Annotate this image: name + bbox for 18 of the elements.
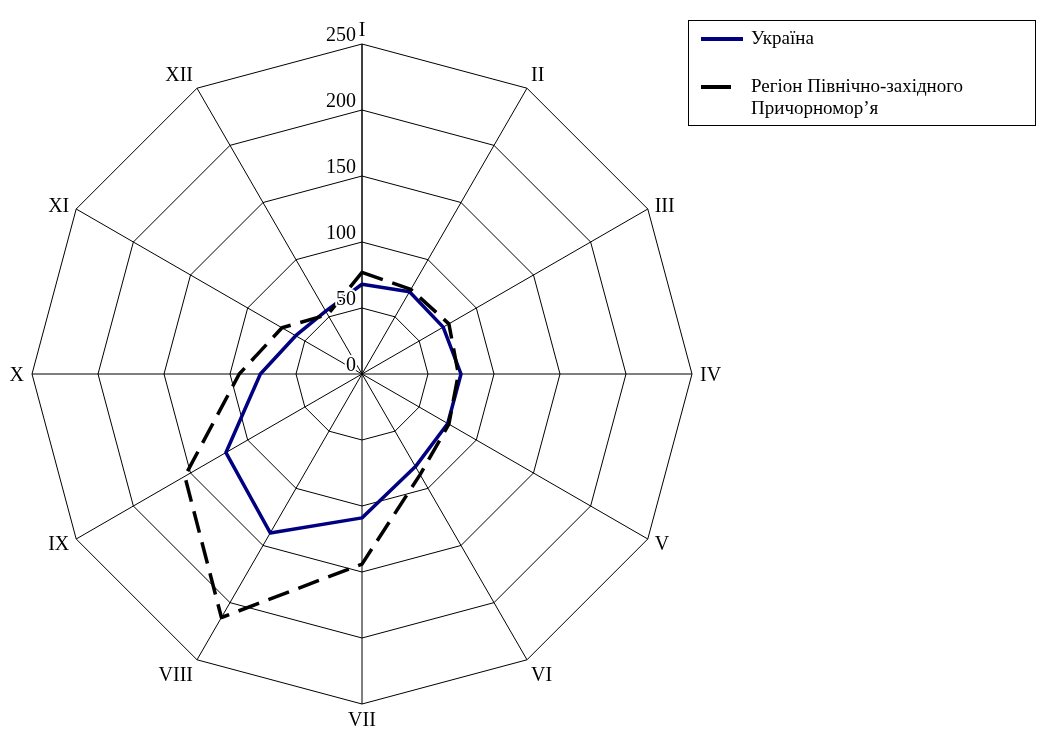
spoke-label: III xyxy=(654,194,675,217)
spoke-label: VI xyxy=(531,662,553,685)
y-tick-label: 100 xyxy=(326,221,356,243)
spoke-label: XII xyxy=(165,63,193,86)
spoke-label: I xyxy=(358,18,366,40)
y-tick-label: 250 xyxy=(326,23,356,45)
legend-label: Україна xyxy=(751,27,814,49)
y-tick-label: 200 xyxy=(326,89,356,111)
legend-label: Регіон Північно-західного Причорномор’я xyxy=(751,75,965,119)
spoke-label: V xyxy=(654,532,670,555)
spoke-label: VIII xyxy=(158,662,193,685)
spoke-label: IX xyxy=(48,532,70,555)
spoke-label: II xyxy=(531,63,545,86)
spoke-label: XI xyxy=(48,194,70,217)
y-tick-label: 150 xyxy=(326,155,356,177)
spoke-label: VII xyxy=(348,708,376,731)
spoke-label: X xyxy=(9,363,25,386)
spoke-label: IV xyxy=(700,363,722,386)
